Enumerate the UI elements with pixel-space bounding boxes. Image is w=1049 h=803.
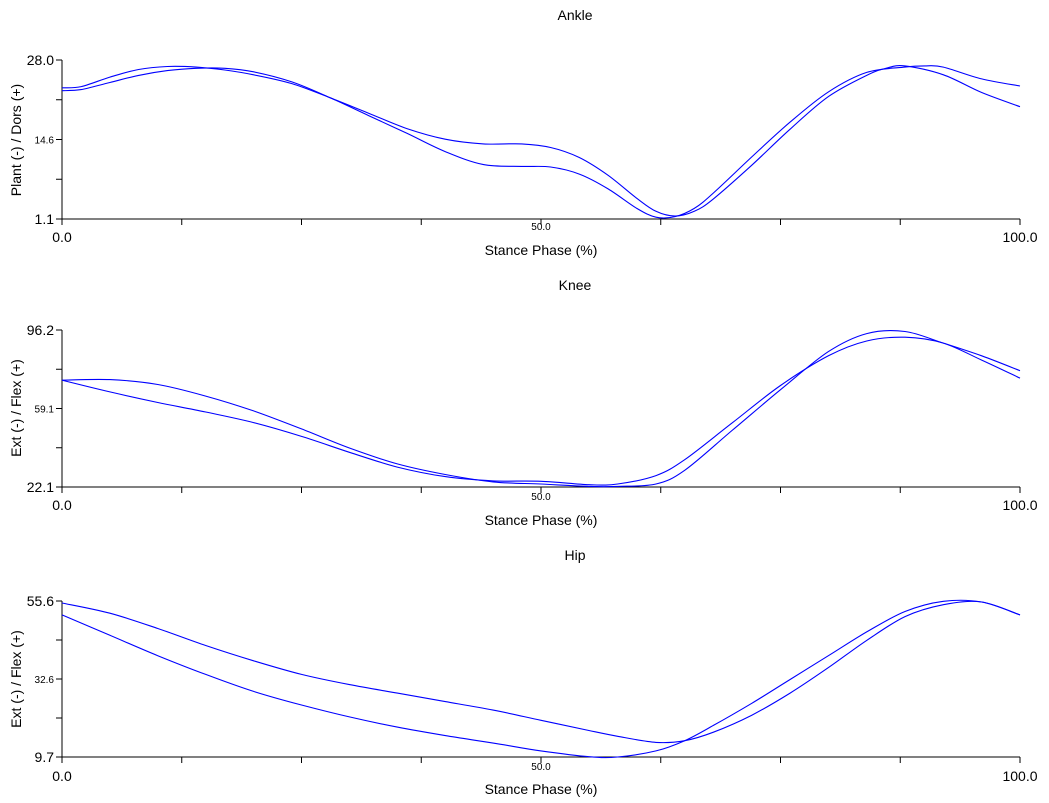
ankle-curve-2 — [61, 65, 1021, 219]
hip-x-tick-label: 50.0 — [531, 762, 551, 773]
hip-x-axis-label: Stance Phase (%) — [485, 781, 598, 797]
knee-panel: Knee 96.2 59.1 22.1 0.0 50.0 100.0 Stance Phase… — [8, 277, 1038, 528]
hip-y-tick-label: 32.6 — [35, 675, 55, 686]
hip-y-tick-label: 9.7 — [35, 749, 55, 765]
ankle-y-axis-label: Plant (-) / Dors (+) — [8, 84, 24, 196]
knee-curve-1 — [61, 336, 1021, 486]
knee-x-tick-label: 0.0 — [52, 497, 72, 513]
knee-chart-title: Knee — [559, 277, 592, 293]
knee-curve-2 — [61, 330, 1021, 488]
hip-curve-1 — [61, 600, 1021, 744]
hip-x-tick-label: 0.0 — [52, 768, 72, 784]
knee-x-tick-label: 50.0 — [531, 492, 551, 503]
hip-y-tick-label: 55.6 — [27, 593, 54, 609]
ankle-curve-1 — [61, 65, 1021, 217]
ankle-y-tick-label: 14.6 — [35, 136, 55, 147]
knee-y-tick-label: 96.2 — [27, 322, 54, 338]
knee-x-axis-label: Stance Phase (%) — [485, 512, 598, 528]
ankle-x-tick-label: 100.0 — [1002, 229, 1037, 245]
knee-y-axis-label: Ext (-) / Flex (+) — [8, 359, 24, 457]
knee-x-tick-label: 100.0 — [1002, 497, 1037, 513]
ankle-x-tick-label: 50.0 — [531, 222, 551, 233]
hip-x-tick-label: 100.0 — [1002, 768, 1037, 784]
knee-y-tick-label: 59.1 — [35, 405, 55, 416]
ankle-x-tick-label: 0.0 — [52, 229, 72, 245]
hip-curve-2 — [61, 599, 1021, 759]
ankle-y-tick-label: 1.1 — [35, 211, 55, 227]
hip-panel: Hip 55.6 32.6 9.7 0.0 50.0 100.0 Stance Phase (… — [8, 547, 1038, 797]
hip-y-axis-label: Ext (-) / Flex (+) — [8, 630, 24, 728]
hip-chart-title: Hip — [564, 547, 585, 563]
ankle-y-tick-label: 28.0 — [27, 52, 54, 68]
ankle-x-axis-label: Stance Phase (%) — [485, 242, 598, 258]
ankle-chart-title: Ankle — [557, 7, 592, 23]
ankle-panel: Ankle 28.0 14.6 1.1 0.0 50.0 100.0 Stance Phase… — [8, 7, 1038, 258]
knee-y-tick-label: 22.1 — [27, 479, 54, 495]
